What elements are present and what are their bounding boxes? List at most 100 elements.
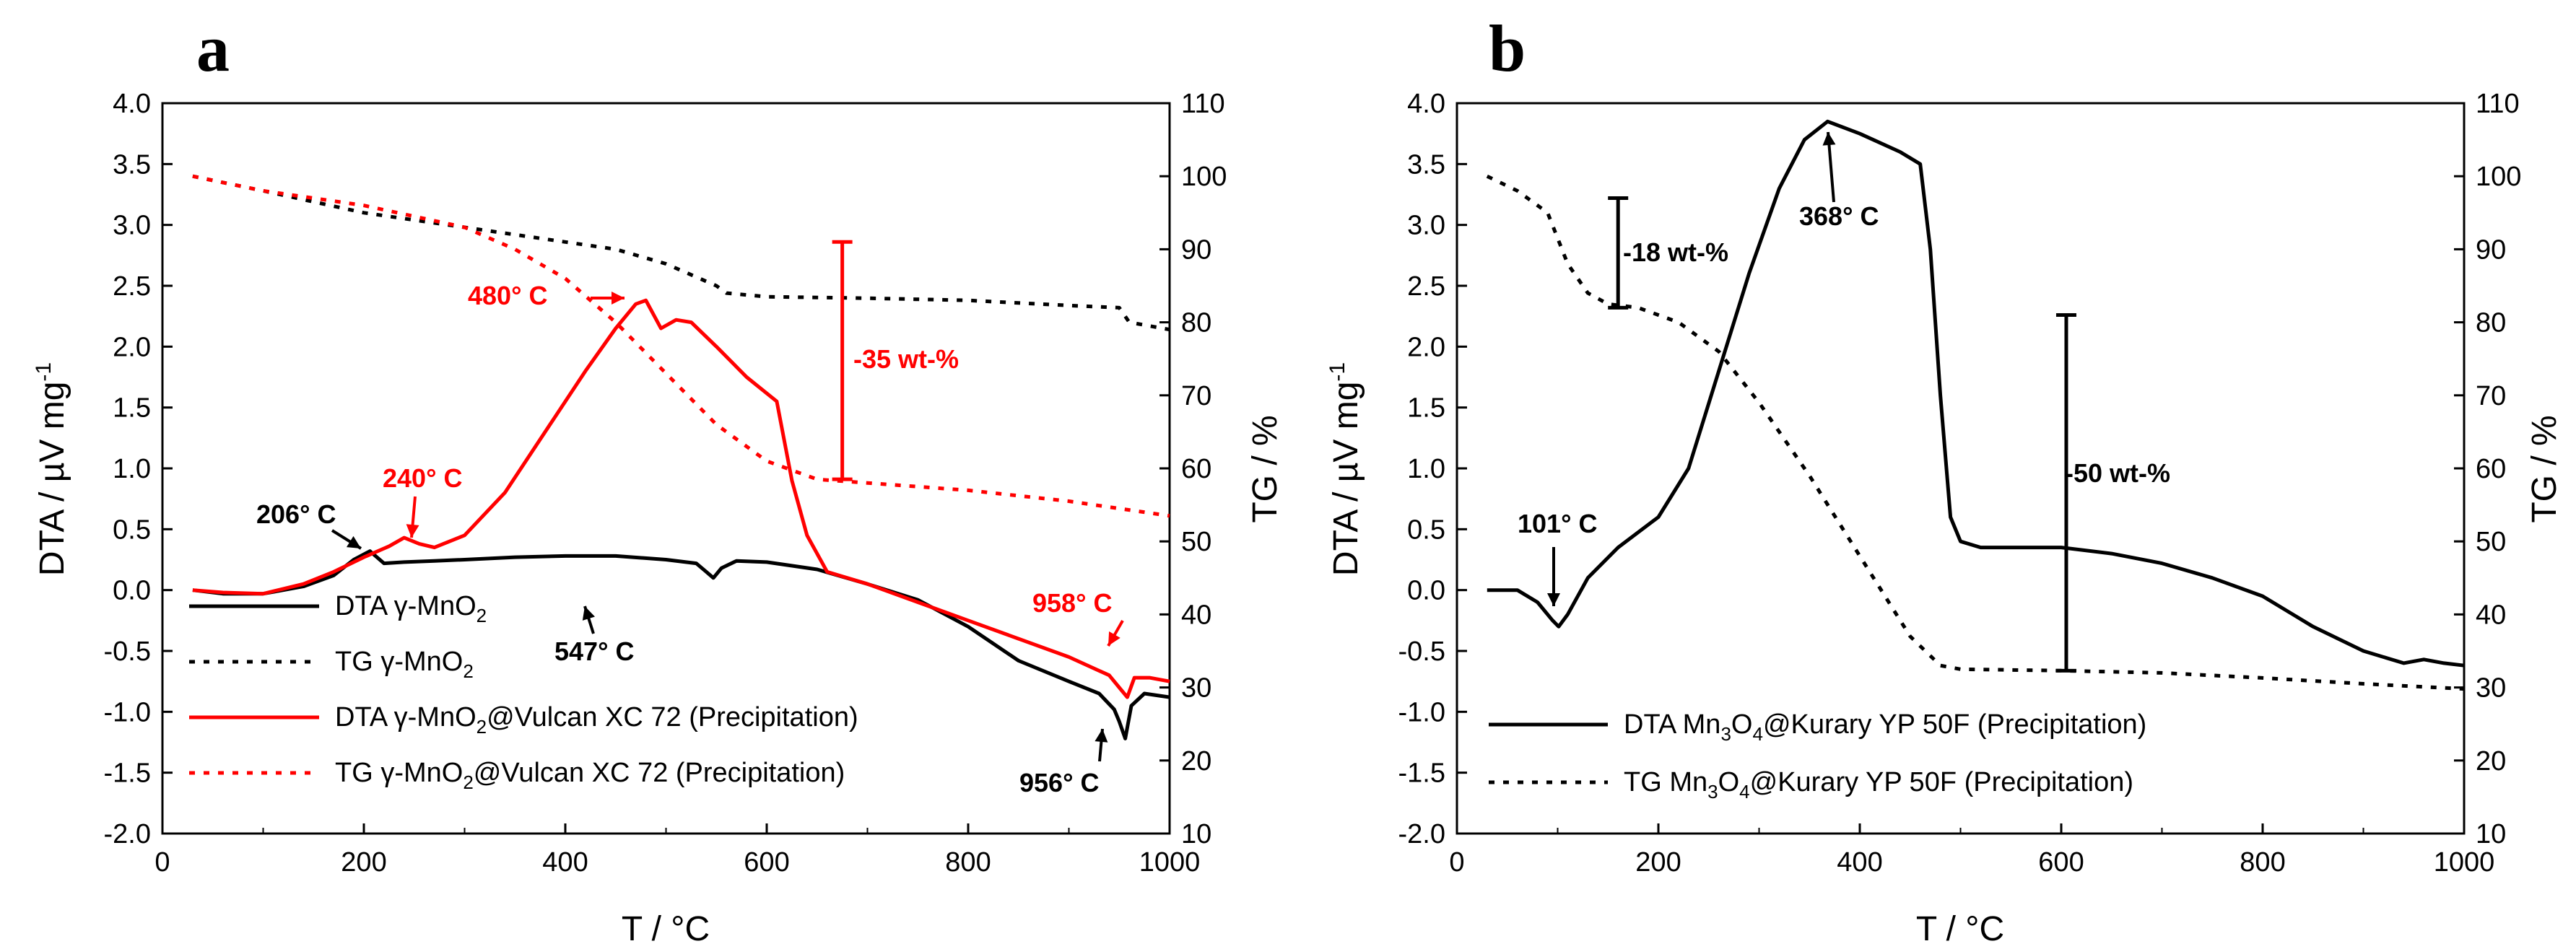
annotation-label: 101° C [1518, 509, 1597, 538]
panel-b-y2-axis-title: TG / % [2525, 415, 2564, 522]
y2-tick-label: 40 [2476, 600, 2506, 630]
panel-a-label: a [196, 12, 230, 85]
panel-b-label: b [1489, 12, 1526, 85]
panel-b: b 0 200 400 600 800 1000 -2.0 -1.5 -1.0 -0.5 0.0 0… [1326, 12, 2564, 948]
y2-tick-label: 50 [1181, 527, 1211, 557]
y-tick-label: -1.0 [104, 697, 151, 727]
x-tick-label: 0 [1449, 847, 1464, 878]
mass-loss-bar-1 [1608, 196, 1629, 310]
legend-entry: DTA γ-MnO2@Vulcan XC 72 (Precipitation) [335, 702, 858, 738]
y2-tick-label: 20 [2476, 746, 2506, 777]
x-tick-label: 200 [1635, 847, 1681, 878]
legend-entry: TG γ-MnO2 [335, 647, 474, 682]
y2-tick-label: 100 [1181, 162, 1227, 192]
series-line-2 [192, 174, 1170, 332]
panel-b-legend: DTA Mn3O4@Kurary YP 50F (Precipitation) T… [1489, 709, 2146, 803]
mass-loss-bar-1 [832, 240, 853, 481]
annotation-arrowhead [1095, 729, 1108, 743]
annotation-label: -18 wt-% [1623, 237, 1728, 267]
panel-b-x-axis-title: T / °C [1916, 910, 2004, 948]
series-line-4 [192, 174, 1170, 518]
y2-tick-label: 10 [1181, 819, 1211, 849]
y2-tick-label: 70 [2476, 381, 2506, 411]
annotation-arrowhead [406, 524, 419, 538]
y-tick-label: 1.5 [1407, 393, 1445, 424]
annotation-label: -50 wt-% [2065, 458, 2170, 488]
legend-entry: DTA γ-MnO2 [335, 591, 487, 626]
series-line-1 [192, 549, 1170, 740]
series-line-1 [1487, 119, 2465, 668]
y-tick-label: -2.0 [1398, 819, 1445, 849]
x-tick-label: 0 [155, 847, 170, 878]
y2-tick-label: 60 [1181, 454, 1211, 484]
legend-entry: DTA Mn3O4@Kurary YP 50F (Precipitation) [1624, 709, 2146, 745]
y-tick-label: 3.0 [113, 211, 151, 241]
y2-tick-label: 90 [1181, 235, 1211, 265]
y-tick-label: 1.0 [113, 454, 151, 484]
y2-tick-label: 40 [1181, 600, 1211, 630]
x-tick-label: 400 [542, 847, 588, 878]
y2-tick-label: 60 [2476, 454, 2506, 484]
y-tick-label: 3.5 [113, 149, 151, 180]
y-tick-label: -1.5 [1398, 758, 1445, 789]
x-tick-label: 200 [341, 847, 386, 878]
y-tick-label: 3.5 [1407, 149, 1445, 180]
y-tick-label: -0.5 [1398, 637, 1445, 667]
y-tick-label: 2.5 [1407, 271, 1445, 302]
y-tick-label: 2.0 [1407, 332, 1445, 362]
legend-entry: TG Mn3O4@Kurary YP 50F (Precipitation) [1624, 767, 2133, 803]
y2-tick-label: 80 [2476, 308, 2506, 338]
annotation-label: 368° C [1799, 201, 1879, 231]
series-line-3 [192, 298, 1170, 699]
y-tick-label: 1.0 [1407, 454, 1445, 484]
annotation-arrowhead [1547, 593, 1560, 606]
y-tick-label: 2.5 [113, 271, 151, 302]
x-tick-label: 1000 [2434, 847, 2495, 878]
annotation-arrowhead [1108, 631, 1121, 646]
x-tick-label: 800 [2240, 847, 2285, 878]
y-tick-label: 4.0 [113, 89, 151, 119]
mass-loss-bar-2 [2055, 312, 2076, 673]
legend-entry: TG γ-MnO2@Vulcan XC 72 (Precipitation) [335, 758, 845, 793]
y2-tick-label: 110 [1181, 89, 1225, 119]
annotation-label: 956° C [1019, 768, 1099, 797]
panel-a-x-axis-title: T / °C [622, 910, 710, 948]
y2-tick-label: 30 [2476, 673, 2506, 704]
y2-tick-label: 90 [2476, 235, 2506, 265]
y2-tick-label: 30 [1181, 673, 1211, 704]
x-tick-label: 400 [1837, 847, 1882, 878]
y-tick-label: 0.0 [1407, 576, 1445, 606]
annotation-arrowhead [346, 535, 361, 548]
annotation-arrowhead [582, 606, 596, 621]
y2-tick-label: 80 [1181, 308, 1211, 338]
y-tick-label: 3.0 [1407, 211, 1445, 241]
annotation-label: 547° C [554, 637, 634, 666]
y2-tick-label: 20 [1181, 746, 1211, 777]
y-tick-label: -1.5 [104, 758, 151, 789]
y2-tick-label: 70 [1181, 381, 1211, 411]
panel-a: a 0 200 400 600 800 1000 -2.0 -1.5 -1.0 -0.5 0.0 0… [32, 12, 1284, 948]
y2-tick-label: 100 [2476, 162, 2521, 192]
y2-tick-label: 50 [2476, 527, 2506, 557]
y-tick-label: 1.5 [113, 393, 151, 424]
annotation-arrowhead [612, 292, 625, 305]
x-tick-label: 600 [744, 847, 789, 878]
y-tick-label: 4.0 [1407, 89, 1445, 119]
x-tick-label: 600 [2038, 847, 2084, 878]
x-tick-label: 1000 [1139, 847, 1201, 878]
x-tick-label: 800 [945, 847, 991, 878]
y-tick-label: -1.0 [1398, 697, 1445, 727]
y-tick-label: 2.0 [113, 332, 151, 362]
y-tick-label: -2.0 [104, 819, 151, 849]
annotation-label: 480° C [468, 281, 547, 310]
y2-tick-label: 110 [2476, 89, 2520, 119]
annotation-label: 240° C [383, 463, 462, 493]
y-tick-label: 0.5 [113, 515, 151, 545]
series-line-2 [1486, 174, 2465, 691]
y2-tick-label: 10 [2476, 819, 2506, 849]
panel-a-y2-axis-title: TG / % [1246, 415, 1284, 522]
y-tick-label: -0.5 [104, 637, 151, 667]
annotation-label: 206° C [256, 499, 336, 529]
y-tick-label: 0.5 [1407, 515, 1445, 545]
